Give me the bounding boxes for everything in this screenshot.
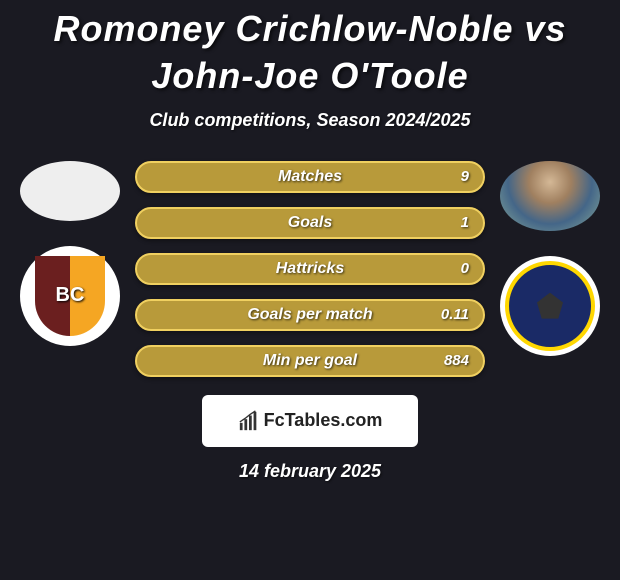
left-player-photo	[20, 161, 120, 221]
right-club-badge	[500, 256, 600, 356]
stats-column: Matches 9 Goals 1 Hattricks 0 Goals per …	[135, 161, 485, 377]
stat-label: Hattricks	[276, 260, 344, 278]
subtitle: Club competitions, Season 2024/2025	[0, 110, 620, 131]
brand-box: FcTables.com	[202, 395, 418, 447]
stat-right-value: 884	[444, 352, 469, 369]
chart-icon	[238, 410, 260, 432]
brand-text: FcTables.com	[264, 410, 383, 431]
left-side	[15, 161, 125, 346]
right-player-photo	[500, 161, 600, 231]
stat-right-value: 1	[461, 214, 469, 231]
stat-right-value: 9	[461, 168, 469, 185]
stat-label: Matches	[278, 168, 342, 186]
stat-row-hattricks: Hattricks 0	[135, 253, 485, 285]
stat-row-goals: Goals 1	[135, 207, 485, 239]
stat-row-matches: Matches 9	[135, 161, 485, 193]
stat-right-value: 0	[461, 260, 469, 277]
stat-label: Goals per match	[247, 306, 372, 324]
stat-right-value: 0.11	[441, 306, 469, 323]
right-side	[495, 161, 605, 356]
left-club-badge	[20, 246, 120, 346]
page-title: Romoney Crichlow-Noble vs John-Joe O'Too…	[0, 0, 620, 100]
date-text: 14 february 2025	[0, 461, 620, 482]
stat-label: Min per goal	[263, 352, 357, 370]
comparison-main: Matches 9 Goals 1 Hattricks 0 Goals per …	[0, 161, 620, 377]
stat-label: Goals	[288, 214, 332, 232]
stat-row-gpm: Goals per match 0.11	[135, 299, 485, 331]
stat-row-mpg: Min per goal 884	[135, 345, 485, 377]
